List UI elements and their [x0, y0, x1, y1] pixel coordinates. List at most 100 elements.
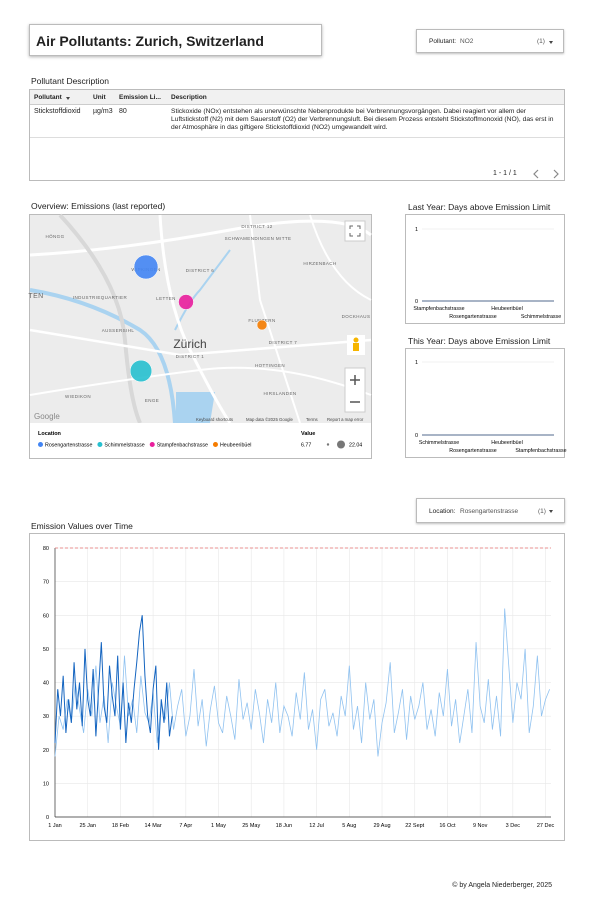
map-label: Zürich: [173, 337, 206, 351]
map-bubble: [256, 319, 268, 331]
map-attribution: Map data ©2025 Google: [246, 417, 293, 422]
map-label: DISTRICT 12: [241, 224, 272, 229]
size-max: 22.04: [349, 443, 362, 449]
x-tick-label: 16 Oct: [439, 823, 456, 829]
dropdown-arrow: [549, 41, 553, 44]
y-tick-label: 10: [43, 781, 49, 787]
filter-count: (1): [538, 508, 546, 515]
x-tick-label: 18 Feb: [112, 823, 129, 829]
x-tick-label: 12 Jul: [309, 823, 324, 829]
column-header[interactable]: Emission Li...: [119, 94, 161, 101]
x-tick-label: Stampfenbachstrasse: [515, 448, 566, 454]
map-bubble: [133, 254, 159, 280]
pagination: 1 - 1 / 1: [493, 170, 517, 177]
filter-value: Rosengartenstrasse: [460, 508, 519, 515]
legend-swatch: [97, 442, 103, 447]
dropdown-arrow: [549, 510, 553, 513]
map-attribution: Terms: [306, 417, 318, 422]
size-swatch: [326, 443, 330, 446]
x-tick-label: 25 May: [242, 823, 260, 829]
chart-box: [405, 214, 565, 324]
map-base: [29, 213, 372, 458]
column-header[interactable]: Pollutant: [34, 94, 62, 101]
size-swatch: [337, 440, 345, 449]
map-bubble: [129, 359, 153, 383]
table-cell: 80: [119, 108, 127, 115]
y-tick-label: 1: [415, 227, 418, 233]
map-label: HOTTINGEN: [255, 363, 285, 368]
y-tick-label: 70: [43, 580, 49, 586]
y-tick-label: 30: [43, 714, 49, 720]
y-tick-label: 40: [43, 681, 49, 687]
x-tick-label: Rosengartenstrasse: [449, 314, 496, 320]
chart-title: Last Year: Days above Emission Limit: [408, 202, 551, 212]
x-tick-label: Heubeeribüel: [491, 440, 523, 446]
section-title: Pollutant Description: [31, 76, 109, 86]
x-tick-label: 5 Aug: [342, 823, 356, 829]
x-tick-label: 1 Jan: [48, 823, 61, 829]
pager-arrows[interactable]: [530, 168, 564, 180]
table-cell: µg/m3: [93, 108, 113, 115]
map-label: HIRZENBACH: [303, 261, 336, 266]
title-box: Air Pollutants: Zurich, Switzerland: [29, 24, 322, 56]
map-label: DOCKHAUS: [342, 314, 371, 319]
chart-title: This Year: Days above Emission Limit: [408, 336, 551, 346]
x-tick-label: Schimmelstrasse: [419, 440, 459, 446]
filter-label: Pollutant:: [429, 38, 457, 45]
x-tick-label: Heubeeribüel: [491, 306, 523, 312]
legend-entry: Rosengartenstrasse: [45, 443, 92, 449]
x-tick-label: 18 Jun: [276, 823, 293, 829]
x-tick-label: 1 May: [211, 823, 226, 829]
map-label: ENGE: [145, 398, 159, 403]
column-header[interactable]: Description: [171, 94, 207, 101]
section-title: Overview: Emissions (last reported): [31, 201, 166, 211]
x-tick-label: 25 Jan: [79, 823, 96, 829]
map-label: DISTRICT 1: [176, 354, 205, 359]
x-tick-label: 9 Nov: [473, 823, 488, 829]
map-label: HÖNGG: [45, 233, 64, 239]
x-tick-label: Rosengartenstrasse: [449, 448, 496, 454]
map-label: INDUSTRIEQUARTIER: [73, 295, 128, 300]
x-tick-label: 22 Sept: [405, 823, 424, 829]
map-label: DISTRICT 7: [269, 340, 298, 345]
map-label: HIRSLANDEN: [263, 391, 296, 396]
line-series: [54, 615, 173, 750]
map-attribution: Keyboard shortcuts: [196, 417, 233, 422]
legend-swatch: [38, 442, 43, 447]
filter-label: Location:: [429, 508, 456, 515]
x-tick-label: 3 Dec: [506, 823, 521, 829]
chart-box: [29, 533, 565, 841]
map-attribution: Report a map error: [327, 417, 364, 422]
chart-title: Emission Values over Time: [31, 521, 133, 531]
map-bubble: [178, 294, 194, 310]
table-cell: Stickoxide (NOx) entstehen als unerwünsc…: [171, 108, 554, 131]
legend-title: Location: [38, 431, 62, 437]
size-min: 6.77: [301, 443, 311, 449]
y-tick-label: 0: [46, 815, 49, 821]
y-tick-label: 0: [415, 299, 418, 305]
pollutant-filter[interactable]: Pollutant: NO2 (1): [416, 29, 564, 53]
y-tick-label: 0: [415, 433, 418, 439]
table-cell: Stickstoffdioxid: [34, 108, 81, 115]
footer: © by Angela Niederberger, 2025: [452, 882, 552, 889]
line-series: [54, 608, 551, 757]
x-tick-label: Stampfenbachstrasse: [413, 306, 464, 312]
table: Pollutant Unit Emission Li... Descriptio…: [29, 89, 565, 181]
y-tick-label: 60: [43, 613, 49, 619]
y-tick-label: 80: [43, 546, 49, 552]
map-label: SCHWAMENDINGEN MITTE: [225, 236, 292, 241]
map-label: DISTRICT 6: [186, 268, 215, 273]
filter-value: NO2: [460, 38, 474, 45]
sort-arrow: [66, 97, 70, 100]
x-tick-label: Schimmelstrasse: [521, 314, 561, 320]
map-label: AUSSERSIHL: [102, 328, 135, 333]
map-label: TEN: [28, 293, 43, 300]
x-tick-label: 27 Dec: [537, 823, 555, 829]
size-title: Value: [301, 431, 315, 437]
legend-entry: Schimmelstrasse: [104, 443, 144, 449]
y-tick-label: 1: [415, 360, 418, 366]
table-header: [30, 90, 564, 105]
location-filter[interactable]: Location: Rosengartenstrasse (1): [416, 498, 565, 523]
column-header[interactable]: Unit: [93, 94, 106, 101]
